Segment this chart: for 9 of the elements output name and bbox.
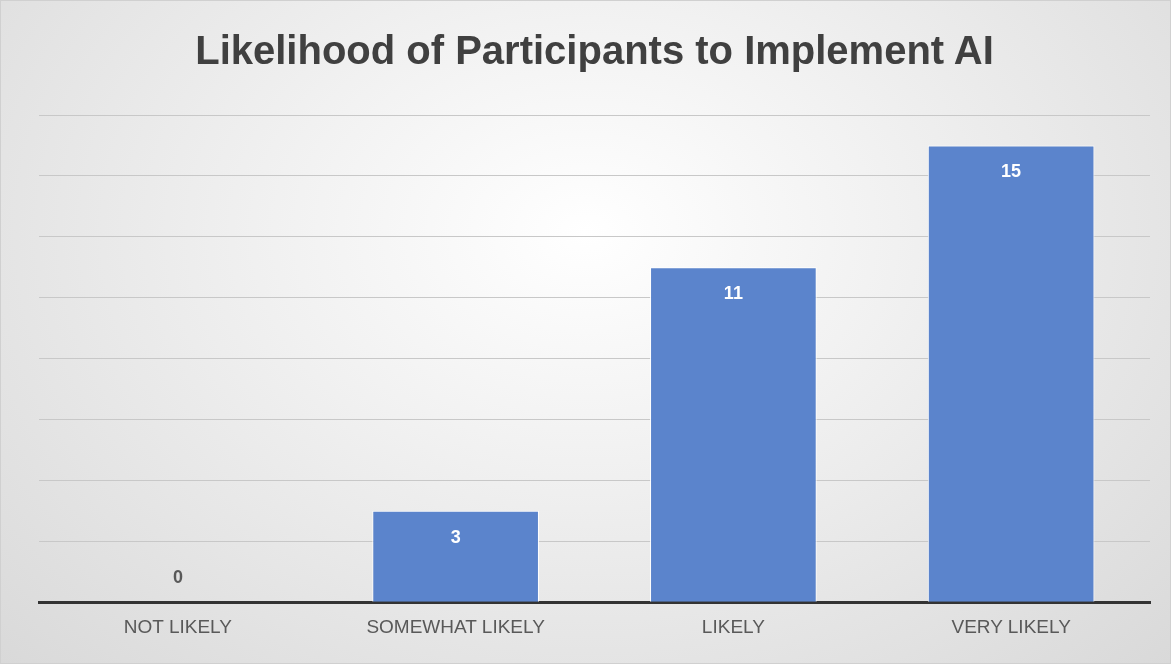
data-label: 15 (1001, 161, 1022, 182)
data-label: 0 (172, 567, 183, 588)
chart-title: Likelihood of Participants to Implement AI (195, 28, 994, 73)
data-label: 3 (450, 526, 461, 547)
data-label: 11 (723, 283, 743, 304)
x-tick-label: LIKELY (701, 615, 766, 637)
x-tick-label: NOT LIKELY (123, 615, 233, 637)
x-tick-label: VERY LIKELY (951, 615, 1072, 637)
x-tick-label: SOMEWHAT LIKELY (366, 615, 546, 637)
